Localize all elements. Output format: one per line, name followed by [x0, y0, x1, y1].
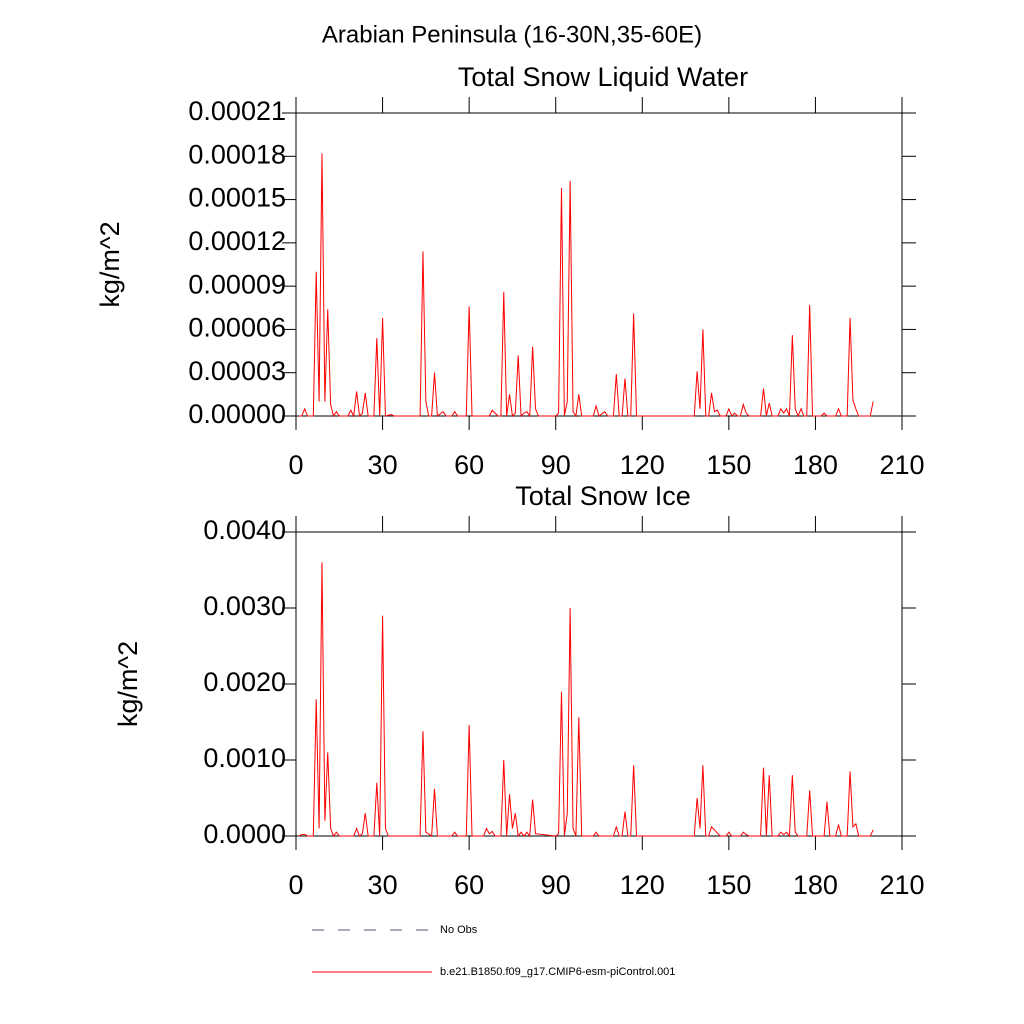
page-title: Arabian Peninsula (16-30N,35-60E): [322, 21, 702, 48]
y-tick-label: 0.00000: [188, 399, 286, 429]
x-tick-label: 60: [454, 450, 484, 480]
data-line: [298, 562, 874, 838]
legend-label: b.e21.B1850.f09_g17.CMIP6-esm-piControl.…: [440, 966, 675, 978]
y-tick-label: 0.0000: [203, 819, 286, 849]
x-tick-label: 180: [793, 870, 838, 900]
x-tick-label: 120: [620, 450, 665, 480]
x-tick-label: 180: [793, 450, 838, 480]
chart-title: Total Snow Liquid Water: [458, 62, 748, 92]
x-tick-label: 150: [706, 870, 751, 900]
y-tick-label: 0.00012: [188, 226, 286, 256]
y-tick-label: 0.00006: [188, 313, 286, 343]
y-tick-label: 0.00015: [188, 183, 286, 213]
y-axis-label: kg/m^2: [95, 221, 125, 307]
data-line: [298, 153, 874, 418]
chart-title: Total Snow Ice: [515, 481, 691, 511]
x-tick-label: 90: [541, 870, 571, 900]
y-tick-label: 0.00021: [188, 96, 286, 126]
legend-label: No Obs: [440, 924, 478, 936]
y-tick-label: 0.0010: [203, 743, 286, 773]
x-tick-label: 0: [288, 450, 303, 480]
x-tick-label: 150: [706, 450, 751, 480]
x-tick-label: 210: [879, 450, 924, 480]
y-tick-label: 0.00003: [188, 356, 286, 386]
y-tick-label: 0.0030: [203, 591, 286, 621]
y-axis-label: kg/m^2: [113, 641, 143, 727]
y-tick-label: 0.00009: [188, 269, 286, 299]
x-tick-label: 120: [620, 870, 665, 900]
x-tick-label: 30: [368, 450, 398, 480]
x-tick-label: 0: [288, 870, 303, 900]
y-tick-label: 0.00018: [188, 139, 286, 169]
x-tick-label: 60: [454, 870, 484, 900]
x-tick-label: 30: [368, 870, 398, 900]
plot-frame: [295, 531, 903, 837]
y-tick-label: 0.0040: [203, 515, 286, 545]
x-tick-label: 210: [879, 870, 924, 900]
x-tick-label: 90: [541, 450, 571, 480]
y-tick-label: 0.0020: [203, 667, 286, 697]
